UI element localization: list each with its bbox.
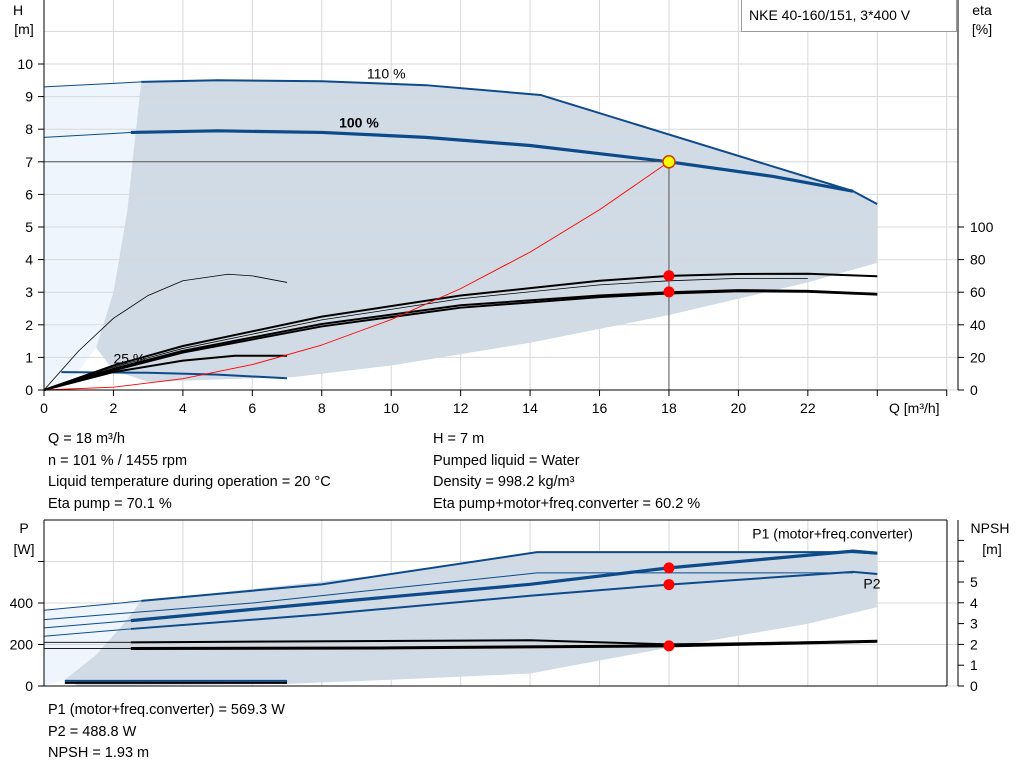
tick-label-h: 2: [25, 317, 33, 333]
info-p2: P2 = 488.8 W: [48, 723, 137, 740]
tick-label-q: 4: [179, 400, 187, 416]
tick-label-q: 0: [40, 400, 48, 416]
curve-eta-7: [43, 272, 878, 391]
info-p1: P1 (motor+freq.converter) = 569.3 W: [48, 702, 285, 718]
tick-label-q: 22: [800, 400, 816, 416]
curve-eta-10: [43, 290, 878, 391]
curve-label: 110 %: [367, 66, 406, 82]
tick-label-npsh: 1: [970, 657, 978, 673]
tick-label-q: 16: [592, 400, 608, 416]
tick-label-h: 8: [25, 121, 33, 137]
y-axis-unit-h: [m]: [14, 21, 33, 37]
curve-p-3: [43, 620, 131, 629]
info-eta-pump: Eta pump = 70.1 %: [48, 495, 172, 512]
tick-label-eta: 100: [970, 219, 994, 235]
tick-label-npsh: 5: [970, 574, 978, 590]
operating-range: [96, 80, 878, 382]
info-temperature: Liquid temperature during operation = 20…: [48, 474, 331, 490]
tick-label-q: 10: [383, 400, 399, 416]
curve-eta-8: [43, 277, 808, 391]
duty-point-npsh: [663, 640, 675, 652]
info-speed: n = 101 % / 1455 rpm: [48, 452, 188, 469]
tick-label-p: 400: [10, 595, 34, 611]
info-density: Density = 998.2 kg/m³: [433, 474, 575, 490]
curve-h-5: [43, 273, 288, 391]
curve-p-6: [130, 570, 878, 630]
curve-label: P1 (motor+freq.converter): [752, 526, 913, 542]
info-bottom: P1 (motor+freq.converter) = 569.3 W P2 =…: [48, 700, 285, 765]
x-axis-label: Q [m³/h]: [889, 400, 940, 416]
tick-label-h: 6: [25, 186, 33, 202]
info-npsh: NPSH = 1.93 m: [48, 745, 150, 761]
eta-point: [663, 270, 675, 282]
y-axis-unit-eta: [%]: [972, 21, 992, 37]
tick-label-q: 12: [453, 400, 469, 416]
tick-label-h: 0: [25, 382, 33, 398]
curve-label: 100 %: [339, 115, 379, 131]
tick-label-npsh: 3: [970, 616, 978, 632]
curve-p-5: [43, 628, 131, 637]
y-axis-label-p: P: [19, 520, 28, 536]
tick-label-eta: 80: [970, 252, 986, 268]
info-q: Q = 18 m³/h: [48, 431, 125, 447]
operating-range: [64, 552, 878, 686]
operating-range-light: [44, 81, 142, 391]
curve-npsh-11: [130, 639, 878, 651]
tick-label-q: 14: [522, 400, 538, 416]
tick-label-q: 20: [731, 400, 747, 416]
tick-label-h: 10: [17, 56, 33, 72]
y-axis-label-h: H: [13, 2, 23, 18]
tick-label-h: 3: [25, 284, 33, 300]
curve-h-0: [43, 81, 142, 88]
duty-point-p: [663, 579, 675, 591]
info-liquid: Pumped liquid = Water: [433, 452, 580, 469]
curve-p-0: [43, 600, 142, 611]
y-axis-unit-p: [W]: [14, 541, 35, 557]
tick-label-p: 200: [10, 637, 34, 653]
tick-label-h: 4: [25, 252, 33, 268]
eta-point: [663, 286, 675, 298]
y-axis-label-npsh: NPSH: [971, 520, 1010, 536]
tick-label-q: 18: [661, 400, 677, 416]
info-right: H = 7 m Pumped liquid = Water Density = …: [433, 429, 700, 515]
info-left: Q = 18 m³/h n = 101 % / 1455 rpm Liquid …: [48, 429, 331, 515]
operating-point: [662, 155, 676, 169]
tick-label-q: 8: [318, 400, 326, 416]
curve-p-4: [130, 549, 878, 623]
tick-label-eta: 40: [970, 317, 986, 333]
curve-label: 25 %: [113, 350, 145, 366]
curve-h-3: [130, 129, 854, 193]
curve-p-2: [43, 572, 853, 621]
curve-h-2: [43, 131, 131, 138]
tick-label-h: 1: [25, 349, 33, 365]
y-axis-unit-npsh: [m]: [982, 541, 1001, 557]
duty-point-p: [663, 562, 675, 574]
tick-label-eta: 60: [970, 284, 986, 300]
tick-label-eta: 0: [970, 382, 978, 398]
info-h: H = 7 m: [433, 431, 485, 447]
pump-title-box: NKE 40-160/151, 3*400 V: [741, 0, 957, 32]
curve-h-6: [43, 354, 288, 391]
tick-label-h: 5: [25, 219, 33, 235]
tick-label-npsh: 2: [970, 636, 978, 652]
tick-label-q: 2: [110, 400, 118, 416]
tick-label-eta: 20: [970, 349, 986, 365]
info-eta-total: Eta pump+motor+freq.converter = 60.2 %: [433, 495, 701, 512]
curve-label: P2: [863, 575, 880, 591]
tick-label-npsh: 4: [970, 595, 978, 611]
tick-label-npsh: 0: [970, 678, 978, 694]
tick-label-h: 7: [25, 154, 33, 170]
curve-h-11: [43, 161, 670, 391]
tick-label-p: 0: [25, 678, 33, 694]
y-axis-label-eta: eta: [972, 2, 992, 18]
tick-label-h: 9: [25, 89, 33, 105]
tick-label-q: 6: [248, 400, 256, 416]
